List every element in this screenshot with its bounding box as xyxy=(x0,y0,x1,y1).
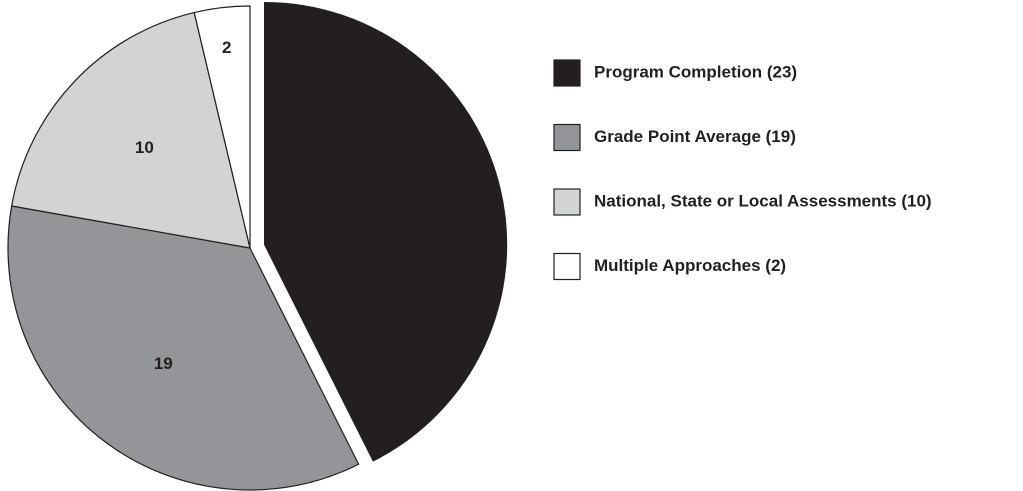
pie-slice xyxy=(193,5,251,249)
slice-label: 2 xyxy=(222,38,231,57)
legend-label: Program Completion (23) xyxy=(594,62,797,81)
legend-label: Multiple Approaches (2) xyxy=(594,256,786,275)
slice-label: 10 xyxy=(135,138,154,157)
pie-slice xyxy=(7,205,360,491)
legend-swatch xyxy=(553,59,581,87)
legend-label: Grade Point Average (19) xyxy=(594,127,796,146)
legend-swatch xyxy=(553,252,581,281)
legend-swatch xyxy=(553,123,581,152)
legend-label: National, State or Local Assessments (10… xyxy=(594,191,932,210)
pie-slice xyxy=(10,11,251,249)
legend-swatch xyxy=(553,188,581,216)
slice-label: 19 xyxy=(154,354,173,373)
slice-label: 23 xyxy=(396,201,415,220)
pie-slice xyxy=(263,1,508,462)
